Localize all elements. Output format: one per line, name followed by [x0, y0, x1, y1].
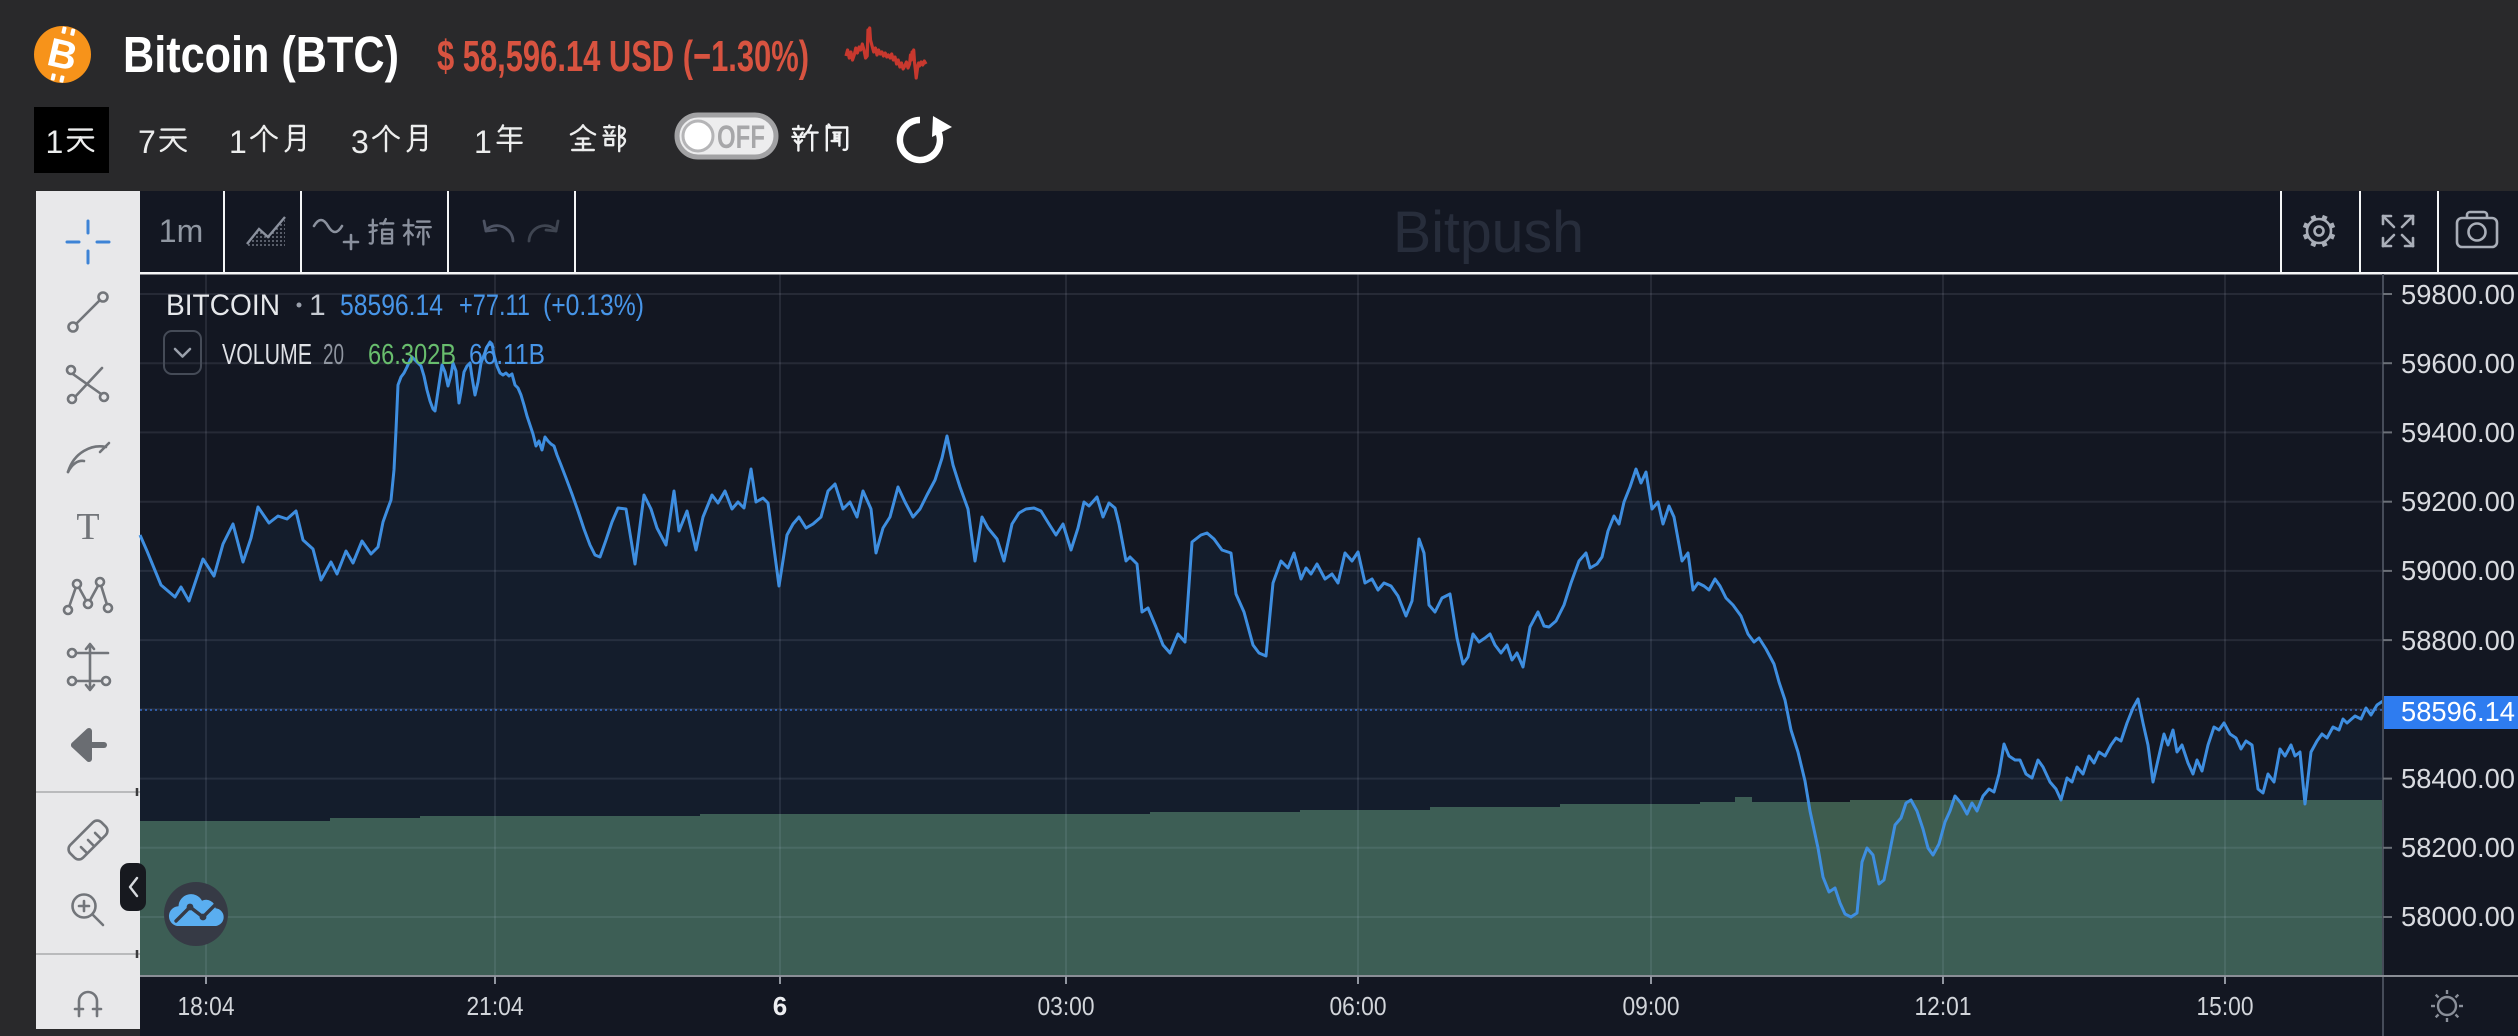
svg-text:59400.00: 59400.00	[2401, 417, 2515, 448]
svg-text:VOLUME: VOLUME	[222, 339, 312, 371]
svg-text:21:04: 21:04	[467, 991, 524, 1021]
svg-text:BITCOIN: BITCOIN	[166, 289, 280, 322]
svg-text:59800.00: 59800.00	[2401, 279, 2515, 310]
svg-text:66.302B: 66.302B	[368, 339, 456, 371]
svg-text:1: 1	[229, 124, 247, 160]
svg-text:Bitcoin (BTC): Bitcoin (BTC)	[123, 26, 399, 83]
svg-text:1: 1	[309, 289, 326, 322]
svg-text:OFF: OFF	[717, 119, 765, 155]
svg-text:58800.00: 58800.00	[2401, 625, 2515, 656]
svg-text:7: 7	[138, 124, 156, 160]
svg-text:3: 3	[351, 124, 369, 160]
svg-text:18:04: 18:04	[178, 991, 235, 1021]
svg-text:1: 1	[474, 124, 492, 160]
svg-text:58596.14: 58596.14	[2401, 696, 2515, 727]
svg-text:66.11B: 66.11B	[469, 339, 545, 371]
svg-text:58400.00: 58400.00	[2401, 763, 2515, 794]
svg-text:20: 20	[323, 339, 344, 371]
svg-text:58200.00: 58200.00	[2401, 832, 2515, 863]
svg-text:T: T	[76, 506, 99, 548]
svg-text:1m: 1m	[159, 213, 203, 249]
svg-text:$ 58,596.14 USD (−1.30%): $ 58,596.14 USD (−1.30%)	[437, 32, 809, 81]
svg-text:59200.00: 59200.00	[2401, 486, 2515, 517]
svg-text:(+0.13%): (+0.13%)	[543, 289, 644, 322]
svg-text:06:00: 06:00	[1330, 991, 1387, 1021]
svg-text:12:01: 12:01	[1915, 991, 1972, 1021]
svg-text:09:00: 09:00	[1623, 991, 1680, 1021]
svg-text:1: 1	[46, 124, 64, 160]
svg-text:+77.11: +77.11	[459, 289, 530, 322]
svg-text:59000.00: 59000.00	[2401, 555, 2515, 586]
svg-text:6: 6	[773, 991, 787, 1021]
svg-text:03:00: 03:00	[1038, 991, 1095, 1021]
svg-text:15:00: 15:00	[2197, 991, 2254, 1021]
svg-text:Bitpush: Bitpush	[1393, 200, 1584, 265]
svg-text:58000.00: 58000.00	[2401, 901, 2515, 932]
svg-text:59600.00: 59600.00	[2401, 348, 2515, 379]
svg-text:58596.14: 58596.14	[340, 289, 443, 322]
